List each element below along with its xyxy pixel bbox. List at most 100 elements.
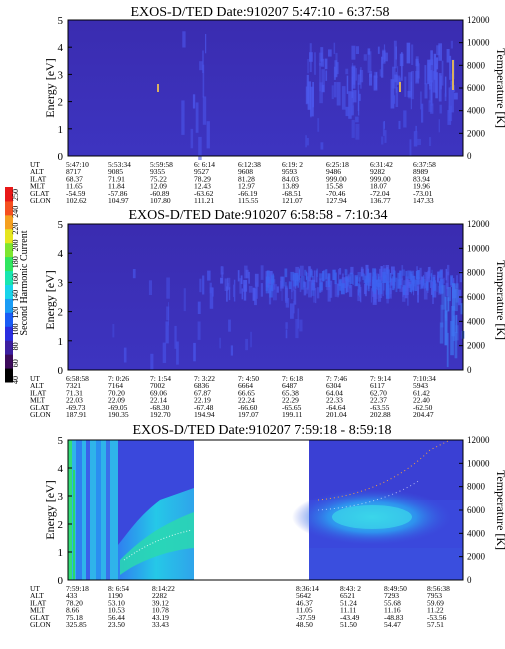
table-cell: 78.20 [66,598,83,607]
y-tick-label: 0 [58,365,64,377]
colorbar-cell [5,256,13,272]
table-cell: 39.12 [152,598,169,607]
table-cell: 23.50 [108,620,125,629]
colorbar-tick-label: 180 [11,256,20,268]
table-cell: 6:12:38 [238,160,261,169]
table-cell: 127.94 [326,196,347,205]
table-cell: 70.20 [108,388,125,397]
table-cell: 7: 4:50 [238,374,259,383]
y2-tick-label: 8000 [467,60,486,70]
y-tick-label: 4 [58,248,64,260]
table-cell: 9085 [108,167,123,176]
table-cell: 433 [66,591,78,600]
y2-tick-label: 10000 [467,243,490,253]
table-cell: 64.04 [326,388,343,397]
table-cell: 6117 [370,381,385,390]
table-cell: 9486 [326,167,341,176]
table-cell: 999.00 [370,174,391,183]
table-cell: -64.64 [326,403,346,412]
table-cell: 22.37 [370,396,387,405]
table-cell: 5943 [413,381,428,390]
panel-2-title: EXOS-D/TED Date:910207 6:58:58 - 7:10:34 [129,208,388,223]
table-cell: 6521 [340,591,355,600]
table-cell: 187.91 [66,410,87,419]
table-cell: 22.03 [66,396,83,405]
y2-tick-label: 10000 [467,38,490,48]
table-cell: 11.11 [340,606,357,615]
table-cell: 81.28 [238,174,255,183]
y-tick-label: 5 [58,435,64,447]
table-cell: 8:36:14 [296,584,319,593]
table-cell: 15.58 [326,182,343,191]
y-tick-label: 5 [58,219,64,231]
table-cell: 22.29 [282,396,299,405]
table-row-label: UT [30,374,40,383]
panel-3-right-block [292,439,463,580]
y2-tick-label: 6000 [467,83,486,93]
table-cell: 11.16 [384,606,401,615]
table-cell: 10.53 [108,606,125,615]
panel-2: EXOS-D/TED Date:910207 6:58:58 - 7:10:34… [30,208,505,419]
table-row-label: GLON [30,410,51,419]
y2-tick-label: 10000 [467,458,490,468]
panel-3-left-block [68,440,194,580]
panel-2-plot-area [68,224,463,370]
table-cell: 12.43 [194,182,211,191]
y2-tick-label: 4000 [467,528,486,538]
colorbar-cell [5,284,13,299]
table-cell: 61.42 [413,388,430,397]
table-cell: -69.05 [108,403,128,412]
table-cell: -37.59 [296,613,316,622]
y-tick-label: 3 [58,491,64,503]
table-cell: 104.97 [108,196,129,205]
table-cell: 9282 [370,167,385,176]
y-tick-label: 1 [58,124,64,136]
table-cell: 7321 [66,381,81,390]
table-cell: -66.60 [238,403,258,412]
table-cell: -43.49 [340,613,360,622]
table-cell: 68.37 [66,174,83,183]
table-cell: 65.38 [282,388,299,397]
table-cell: -72.04 [370,189,390,198]
table-cell: 5:53:34 [108,160,131,169]
table-cell: 9608 [238,167,253,176]
colorbar-tick-label: 120 [11,307,20,319]
table-cell: 66.65 [238,388,255,397]
table-cell: -62.50 [413,403,433,412]
table-cell: 33.43 [152,620,169,629]
colorbar-cell [5,200,13,216]
y2-tick-label: 0 [467,575,472,585]
y-tick-label: 4 [58,463,64,475]
y2-tick-label: 2000 [467,128,486,138]
colorbar-tick-label: 220 [11,223,20,235]
panel-1-title: EXOS-D/TED Date:910207 5:47:10 - 6:37:58 [131,5,390,20]
table-cell: -69.73 [66,403,86,412]
table-cell: 62.70 [370,388,387,397]
table-row-label: MLT [30,396,46,405]
panel-3-data-gap [194,440,309,580]
panel-1-texture [157,31,458,160]
table-cell: 194.94 [194,410,215,419]
colorbar-tick-label: 160 [11,273,20,285]
colorbar-cell [5,312,13,327]
table-cell: 8:14:22 [152,584,175,593]
colorbar-tick-label: 60 [11,359,20,367]
table-cell: 84.03 [282,174,299,183]
panel-3-title: EXOS-D/TED Date:910207 7:59:18 - 8:59:18 [133,423,392,438]
table-cell: 192.70 [150,410,171,419]
table-cell: 7:59:18 [66,584,89,593]
panel-1: EXOS-D/TED Date:910207 5:47:10 - 6:37:58… [30,5,505,205]
table-row-label: GLAT [30,189,50,198]
table-cell: 7: 9:14 [370,374,391,383]
y-tick-label: 2 [58,97,64,109]
table-cell: 22.33 [326,396,343,405]
table-cell: 83.94 [413,174,430,183]
y-tick-label: 1 [58,336,64,348]
colorbar-tick-label: 250 [11,189,20,201]
table-cell: -68.51 [282,189,302,198]
table-cell: 199.11 [282,410,303,419]
table-cell: 5:47:10 [66,160,89,169]
table-cell: 11.05 [296,606,313,615]
table-row-label: GLAT [30,403,50,412]
